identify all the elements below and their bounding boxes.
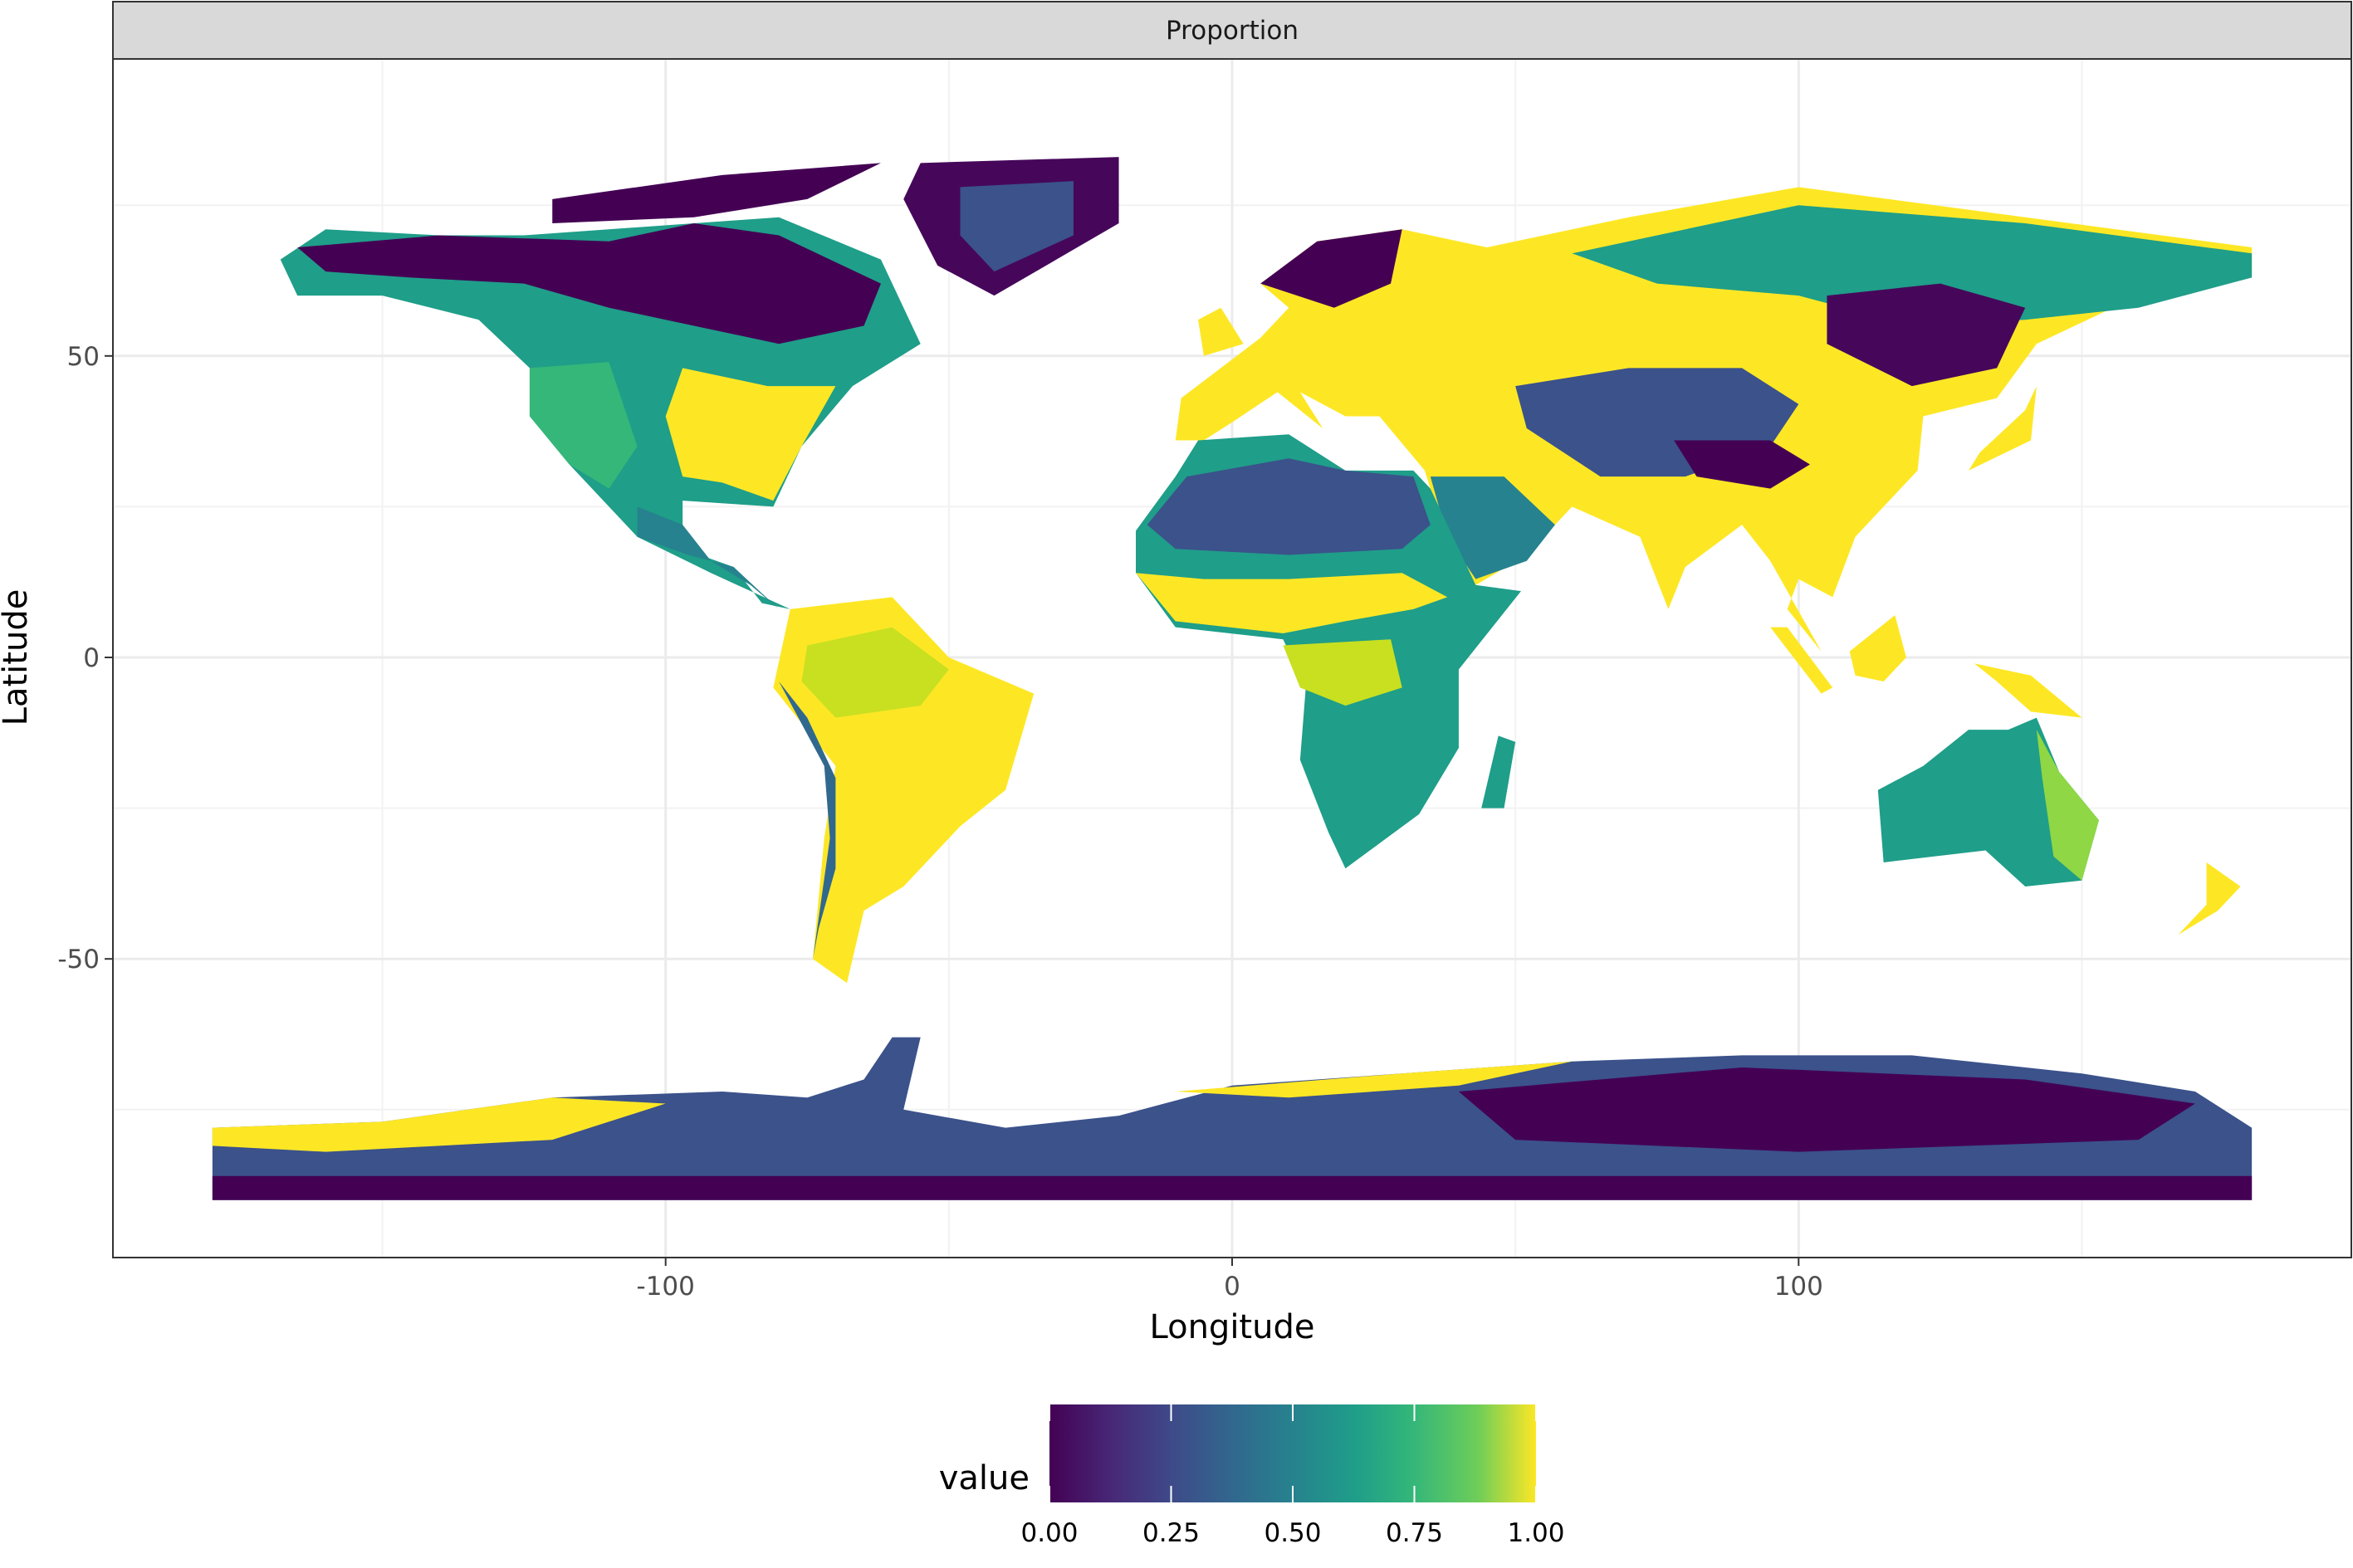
region-antarctica-south [212, 1175, 2253, 1200]
legend-tick-label: 0.50 [1264, 1518, 1321, 1548]
region-uk [1198, 307, 1244, 356]
region-arabia [1430, 476, 1555, 579]
region-congo [1283, 639, 1402, 706]
region-scandinavia [1260, 229, 1402, 308]
facet-label: Proportion [1166, 16, 1299, 46]
region-canada-north [297, 222, 881, 344]
region-sumatra [1770, 627, 1833, 694]
region-amazon [801, 627, 949, 718]
facet-strip [112, 1, 2352, 60]
y-axis-title: Latitude [0, 589, 35, 726]
y-tick-label: -50 [57, 945, 100, 975]
legend-title: value [939, 1459, 1030, 1497]
raster-layer [212, 157, 2253, 1200]
y-tick-label: 50 [67, 342, 100, 372]
region-madagascar [1481, 735, 1516, 808]
x-axis: -100 0 100 [637, 1258, 1823, 1302]
region-east-siberia [1827, 283, 2026, 387]
x-tick-label: -100 [637, 1272, 695, 1302]
legend-tick-label: 0.25 [1142, 1518, 1200, 1548]
region-western-us [529, 362, 638, 489]
x-tick-label: 0 [1224, 1272, 1240, 1302]
region-japan [1968, 386, 2037, 471]
region-eastern-us [665, 368, 836, 501]
region-antarctica-east-interior [1458, 1067, 2195, 1152]
x-tick-label: 100 [1774, 1272, 1823, 1302]
region-antarctica-coast-west [212, 1097, 666, 1152]
region-antarctica-coast-east [1175, 1061, 1573, 1098]
region-central-america [637, 506, 780, 609]
legend-tick-label: 1.00 [1507, 1518, 1564, 1548]
region-sahara [1147, 458, 1431, 555]
region-arctic-islands [552, 163, 881, 223]
legend: value 0.00 0.25 0.50 0.75 1.00 [939, 1404, 1565, 1548]
region-australia-east [2036, 730, 2099, 881]
y-tick-label: 0 [83, 643, 100, 673]
legend-tick-label: 0.00 [1020, 1518, 1078, 1548]
x-axis-title: Longitude [1150, 1308, 1315, 1346]
region-sahel [1136, 573, 1448, 633]
region-new-guinea [1974, 663, 2082, 718]
region-siberia [1572, 205, 2253, 326]
region-greenland-interior [960, 181, 1074, 272]
region-tibet [1674, 440, 1810, 489]
region-borneo [1849, 615, 1906, 682]
region-new-zealand [2178, 862, 2241, 935]
legend-tick-label: 0.75 [1386, 1518, 1443, 1548]
y-axis: -50 0 50 [57, 342, 113, 975]
region-andes [779, 681, 836, 960]
